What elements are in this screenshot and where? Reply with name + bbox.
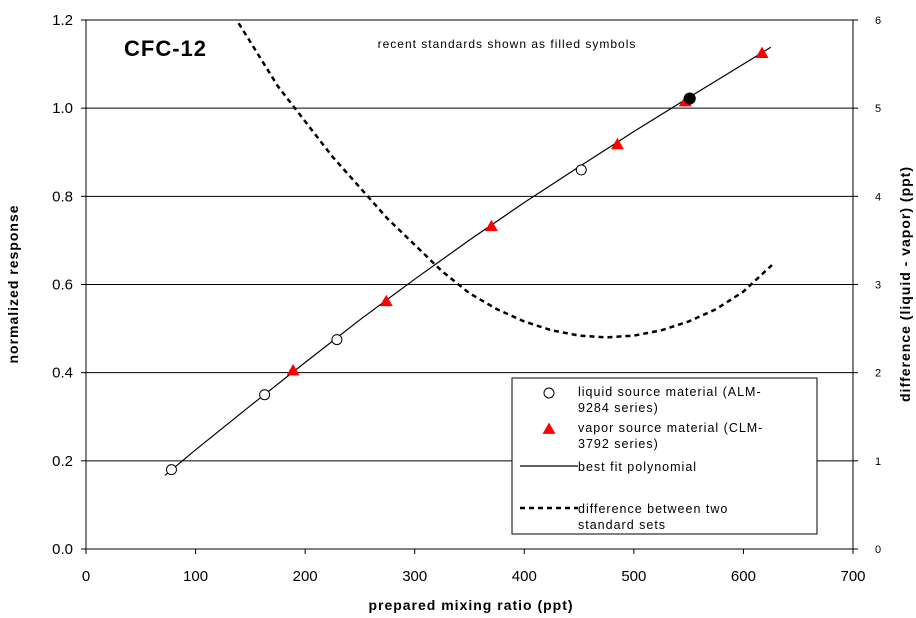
legend-label: liquid source material (ALM-	[578, 385, 762, 399]
chart-annotation: recent standards shown as filled symbols	[378, 37, 637, 51]
y-tick-label: 0.8	[52, 188, 73, 205]
y-axis-right: 0 1 2 3 4 5 6	[853, 15, 881, 556]
vapor-point	[379, 294, 393, 307]
legend-label: vapor source material (CLM-	[578, 421, 763, 435]
y-tick-label: 0.2	[52, 453, 73, 470]
y-axis-title: normalized response	[5, 204, 21, 363]
recent-standard-point	[683, 92, 696, 105]
y-axis-left: 0.0 0.2 0.4 0.6 0.8 1.0 1.2	[52, 12, 86, 558]
vapor-point	[610, 137, 624, 150]
legend: liquid source material (ALM- 9284 series)…	[511, 377, 818, 535]
liquid-point	[259, 389, 271, 401]
legend-label: difference between two	[578, 502, 728, 516]
x-axis-title: prepared mixing ratio (ppt)	[368, 597, 573, 613]
legend-label: 9284 series)	[578, 401, 659, 415]
legend-label: 3792 series)	[578, 437, 659, 451]
liquid-point	[575, 164, 587, 176]
y-tick-label: 1.0	[52, 100, 73, 117]
y-tick-label: 0.0	[52, 541, 73, 558]
y2-axis-title: difference (liquid - vapor) (ppt)	[897, 166, 913, 402]
y2-tick-label: 5	[875, 103, 881, 115]
x-tick-label: 0	[82, 568, 90, 585]
series-layer	[164, 20, 773, 476]
liquid-point	[165, 464, 177, 476]
x-tick-label: 600	[731, 568, 756, 585]
difference-curve	[235, 20, 773, 339]
legend-label: standard sets	[578, 518, 666, 532]
y-tick-label: 1.2	[52, 12, 73, 29]
legend-red-triangle-icon	[542, 422, 556, 434]
x-tick-label: 500	[621, 568, 646, 585]
x-tick-label: 200	[293, 568, 318, 585]
y2-tick-label: 3	[875, 280, 881, 292]
x-tick-label: 700	[840, 568, 865, 585]
y-tick-label: 0.4	[52, 365, 73, 382]
x-axis: 0 100 200 300 400 500 600 700	[82, 549, 866, 585]
chart-title: CFC-12	[124, 36, 207, 61]
legend-open-circle-icon	[543, 387, 555, 399]
x-tick-label: 400	[512, 568, 537, 585]
legend-box	[511, 377, 818, 535]
y2-tick-label: 4	[875, 191, 881, 203]
legend-label: best fit polynomial	[578, 460, 697, 474]
x-tick-label: 300	[402, 568, 427, 585]
y2-tick-label: 0	[875, 544, 881, 556]
x-tick-label: 100	[183, 568, 208, 585]
y2-tick-label: 1	[875, 456, 881, 468]
vapor-point	[755, 46, 769, 58]
vapor-point	[484, 219, 498, 232]
y2-tick-label: 2	[875, 368, 881, 380]
y-tick-label: 0.6	[52, 277, 73, 294]
vapor-point	[286, 363, 300, 376]
y2-tick-label: 6	[875, 15, 881, 27]
liquid-point	[331, 334, 343, 346]
